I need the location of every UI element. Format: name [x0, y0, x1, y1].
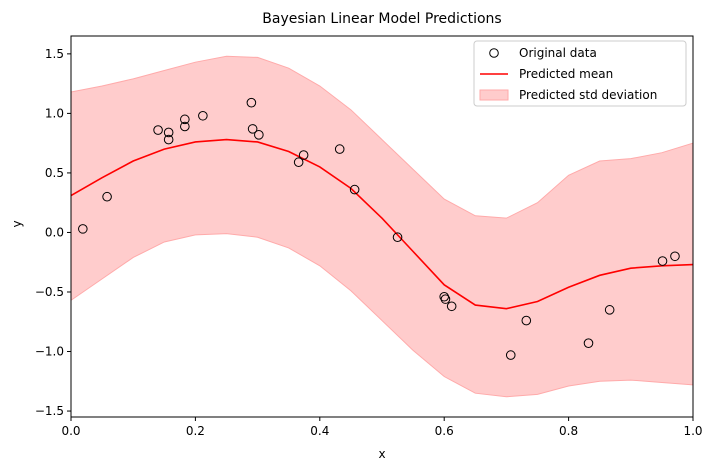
legend-box — [473, 40, 687, 107]
y-tick-label: 1.0 — [45, 106, 64, 120]
axes: 0.0 0.2 0.4 0.6 0.8 1.0 −1.5 −1.0 −0.5 0.0 0.5 1.0 1… — [35, 35, 703, 438]
y-tick-label: 0.5 — [45, 166, 64, 180]
data-point — [583, 338, 594, 348]
y-axis-label: y — [10, 220, 24, 227]
legend-marker-circle — [489, 48, 499, 58]
legend-label: Predicted std deviation — [519, 88, 657, 102]
legend-label: Predicted mean — [519, 67, 613, 81]
data-point — [163, 134, 174, 145]
chart-title: Bayesian Linear Model Predictions — [262, 11, 501, 27]
data-point — [446, 301, 457, 312]
data-point — [392, 232, 403, 243]
y-tick-label: −1.5 — [35, 404, 64, 418]
legend-entry: Original data — [489, 46, 597, 60]
data-point — [247, 124, 258, 134]
legend: Original data Predicted mean Predicted std… — [473, 40, 687, 107]
x-tick-label: 0.2 — [186, 424, 205, 438]
data-point — [439, 291, 450, 302]
y-tick-label: 1.5 — [45, 47, 64, 61]
data-point — [180, 114, 190, 125]
x-tick-label: 0.8 — [559, 424, 578, 438]
std-deviation-band — [71, 55, 693, 398]
x-tick-label: 0.0 — [61, 424, 80, 438]
x-tick-label: 0.4 — [310, 424, 329, 438]
y-tick-label: 0.0 — [45, 225, 64, 239]
data-point — [670, 251, 680, 262]
legend-label: Original data — [519, 46, 597, 60]
plot-frame — [70, 35, 694, 418]
data-point — [180, 121, 190, 132]
data-point — [102, 191, 112, 202]
data-point — [657, 256, 668, 266]
data-point — [246, 97, 257, 108]
data-point — [521, 315, 532, 326]
predicted-mean-line — [71, 138, 693, 310]
data-point — [349, 184, 360, 195]
plot-area — [71, 55, 693, 398]
data-point — [153, 125, 163, 135]
plot-content — [71, 55, 693, 398]
data-point — [163, 127, 174, 138]
data-point — [254, 130, 264, 140]
data-point — [334, 144, 345, 154]
data-point — [78, 224, 88, 234]
x-axis-label: x — [378, 447, 385, 461]
x-tick-label: 1.0 — [683, 424, 702, 438]
legend-entry: Predicted mean — [480, 67, 613, 81]
data-point — [440, 294, 451, 304]
y-tick-label: −0.5 — [35, 285, 64, 299]
data-point — [505, 350, 516, 360]
legend-marker-patch — [479, 89, 509, 101]
x-tick-label: 0.6 — [435, 424, 454, 438]
legend-entry: Predicted std deviation — [479, 88, 657, 102]
data-point — [198, 110, 208, 121]
data-point — [604, 305, 615, 315]
data-point — [293, 157, 304, 168]
y-tick-label: −1.0 — [35, 345, 64, 359]
data-point — [298, 150, 309, 160]
